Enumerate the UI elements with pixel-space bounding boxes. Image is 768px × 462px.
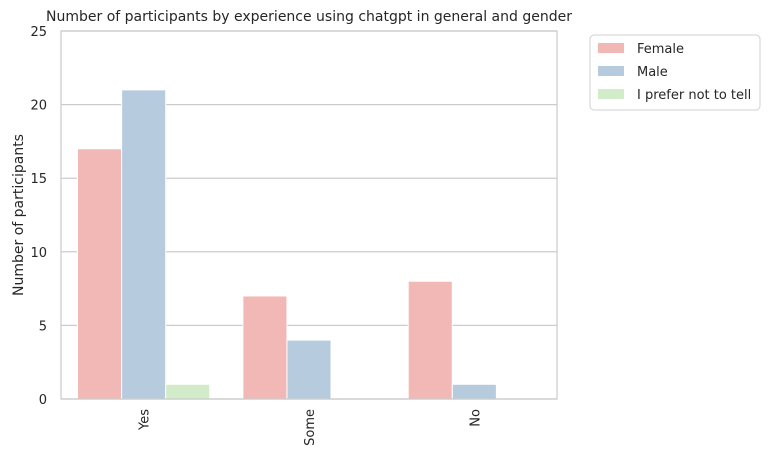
- x-tick-label: Yes: [138, 409, 153, 431]
- y-tick-label: 0: [39, 393, 47, 408]
- x-tick-label: Some: [303, 409, 318, 446]
- x-tick-label: No: [468, 409, 483, 427]
- bars: [77, 89, 497, 400]
- y-tick-label: 5: [39, 319, 47, 334]
- legend-label: I prefer not to tell: [637, 88, 751, 103]
- legend-swatch: [598, 89, 624, 99]
- bar-female-yes: [77, 148, 123, 400]
- y-axis-title: Number of participants: [11, 134, 27, 296]
- bar-i-prefer-not-to-tell-yes: [165, 383, 211, 400]
- plot-area: [60, 30, 558, 400]
- x-axis-ticks: Yes Some No: [138, 409, 484, 446]
- legend-swatch: [598, 43, 624, 53]
- chart-title: Number of participants by experience usi…: [46, 9, 572, 25]
- bar-female-some: [242, 295, 288, 400]
- bar-male-yes: [121, 89, 167, 400]
- y-tick-label: 20: [30, 99, 47, 114]
- y-tick-label: 25: [30, 25, 47, 40]
- bar-female-no: [407, 280, 453, 400]
- legend-label: Female: [637, 42, 684, 57]
- legend: Female Male I prefer not to tell: [589, 34, 761, 111]
- y-axis-ticks: 0 5 10 15 20 25: [30, 25, 47, 408]
- legend-label: Male: [637, 65, 668, 80]
- y-tick-label: 10: [30, 246, 47, 261]
- bar-male-some: [286, 339, 332, 400]
- bar-male-no: [451, 383, 497, 400]
- legend-swatch: [598, 66, 624, 76]
- plot-frame: [60, 30, 558, 400]
- y-tick-label: 15: [30, 172, 47, 187]
- legend-frame: [589, 34, 761, 111]
